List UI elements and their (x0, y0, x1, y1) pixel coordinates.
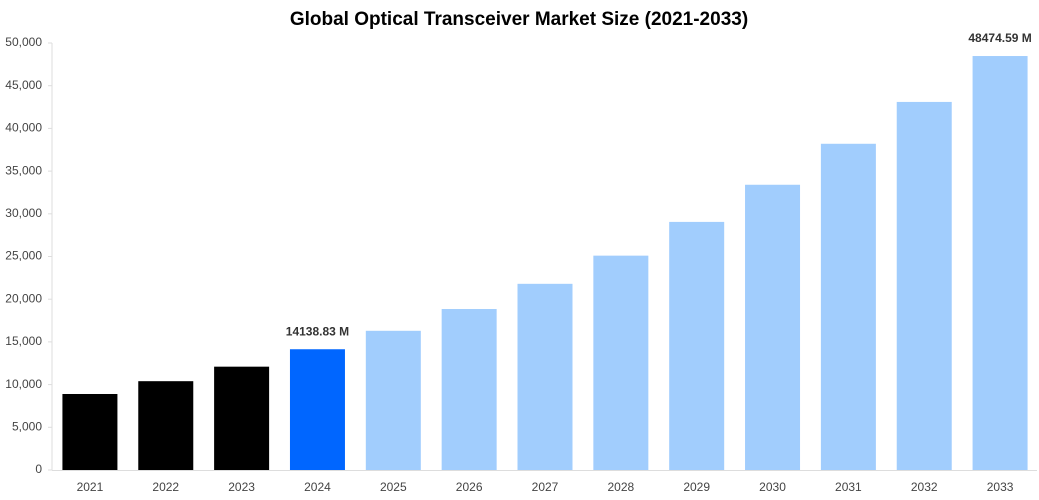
bar (972, 56, 1028, 470)
y-tick-label: 30,000 (5, 206, 42, 220)
y-tick-label: 10,000 (5, 377, 42, 391)
x-tick-label: 2026 (456, 480, 483, 494)
x-tick-label: 2032 (911, 480, 938, 494)
x-tick-label: 2025 (380, 480, 407, 494)
bar (593, 255, 649, 470)
bar (896, 101, 952, 471)
x-tick-label: 2028 (607, 480, 634, 494)
x-tick-label: 2022 (152, 480, 179, 494)
value-label: 14138.83 M (286, 324, 349, 338)
chart-title: Global Optical Transceiver Market Size (… (290, 9, 748, 30)
bar (138, 381, 194, 470)
value-label: 48474.59 M (968, 31, 1031, 45)
y-tick-label: 25,000 (5, 249, 42, 263)
y-tick-label: 40,000 (5, 121, 42, 135)
bar (365, 330, 421, 470)
bar (289, 349, 345, 470)
y-tick-label: 5,000 (12, 419, 42, 433)
x-tick-label: 2029 (683, 480, 710, 494)
x-tick-label: 2031 (835, 480, 862, 494)
y-tick-label: 50,000 (5, 35, 42, 49)
bar (517, 283, 573, 470)
bar (441, 309, 497, 470)
bar (62, 393, 118, 470)
x-tick-label: 2021 (77, 480, 104, 494)
y-tick-label: 0 (35, 462, 42, 476)
bar (214, 366, 270, 470)
x-tick-label: 2033 (987, 480, 1014, 494)
y-tick-label: 45,000 (5, 78, 42, 92)
y-tick-label: 20,000 (5, 291, 42, 305)
x-tick-label: 2027 (532, 480, 559, 494)
bar (820, 143, 876, 470)
y-tick-label: 35,000 (5, 163, 42, 177)
y-tick-label: 15,000 (5, 334, 42, 348)
bar (669, 221, 725, 470)
x-tick-label: 2030 (759, 480, 786, 494)
bar (745, 184, 801, 470)
x-tick-label: 2024 (304, 480, 331, 494)
x-tick-label: 2023 (228, 480, 255, 494)
